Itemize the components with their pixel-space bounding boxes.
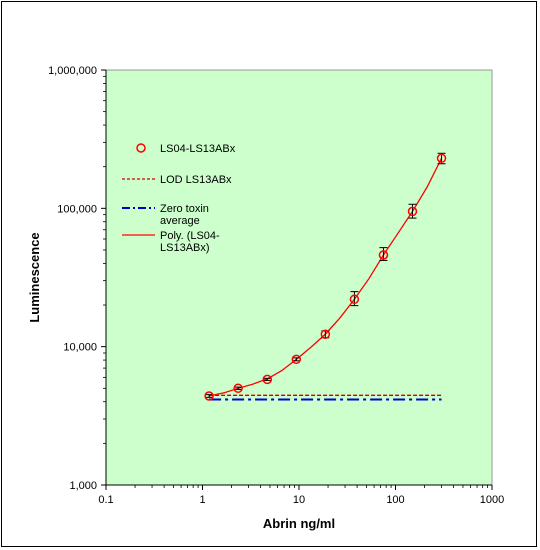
legend-marker — [136, 143, 146, 153]
y-tick-label: 1,000,000 — [48, 65, 97, 77]
x-tick-label: 0.1 — [98, 494, 113, 506]
x-axis-title: Abrin ng/ml — [263, 516, 335, 531]
y-tick-label: 1,000 — [69, 480, 97, 492]
legend-entry: LS04-LS13ABx — [136, 143, 236, 155]
series-layer — [204, 152, 447, 401]
data-point — [349, 294, 360, 305]
data-point — [436, 153, 447, 164]
data-point — [320, 329, 331, 339]
x-tick-group: 0.1 1 10 100 1000 — [98, 485, 504, 506]
data-point — [291, 354, 302, 365]
legend-label: LOD LS13ABx — [160, 174, 232, 186]
data-point — [378, 250, 389, 260]
legend-entry: LOD LS13ABx — [122, 174, 232, 186]
legend-label: LS04-LS13ABx — [160, 143, 236, 155]
y-tick-group: 1,000 10,000 100,000 1,000,000 — [48, 65, 106, 492]
data-point — [407, 206, 418, 217]
plot-area — [105, 69, 493, 486]
legend-label: Zero toxin — [160, 203, 209, 215]
y-axis-title: Luminescence — [27, 232, 42, 322]
x-tick-label: 1 — [199, 494, 205, 506]
data-point — [233, 383, 243, 394]
legend-label: average — [160, 215, 200, 227]
legend-entry: Poly. (LS04-LS13ABx) — [122, 230, 220, 254]
legend-label: LS13ABx) — [160, 242, 210, 254]
x-tick-label: 10 — [293, 494, 305, 506]
legend-label: Poly. (LS04- — [160, 230, 220, 242]
x-tick-label: 100 — [386, 494, 404, 506]
y-tick-label: 100,000 — [57, 203, 97, 215]
data-point — [204, 391, 214, 401]
y-tick-label: 10,000 — [63, 342, 97, 354]
data-point — [262, 374, 273, 385]
legend: LS04-LS13ABx LOD LS13ABx Zero toxinaverage… — [122, 143, 236, 254]
x-tick-label: 1000 — [480, 494, 504, 506]
